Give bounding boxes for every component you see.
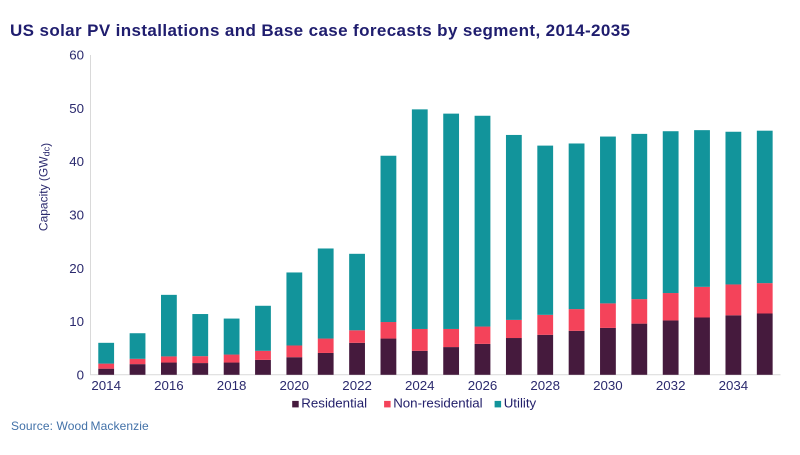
svg-text:40: 40 [69, 154, 84, 169]
svg-text:2020: 2020 [280, 378, 310, 393]
svg-text:2034: 2034 [719, 378, 749, 393]
svg-text:2026: 2026 [468, 378, 498, 393]
svg-text:20: 20 [69, 261, 84, 276]
svg-text:2014: 2014 [91, 378, 121, 393]
svg-text:0: 0 [77, 367, 84, 382]
svg-text:60: 60 [69, 48, 84, 63]
svg-text:50: 50 [69, 101, 84, 116]
svg-text:2030: 2030 [593, 378, 623, 393]
svg-text:2028: 2028 [530, 378, 560, 393]
svg-text:30: 30 [69, 208, 84, 223]
svg-text:2024: 2024 [405, 378, 435, 393]
svg-text:10: 10 [69, 314, 84, 329]
svg-text:Utility: Utility [504, 396, 537, 411]
svg-text:2032: 2032 [656, 378, 686, 393]
svg-text:2022: 2022 [342, 378, 372, 393]
svg-text:2018: 2018 [217, 378, 247, 393]
svg-text:Residential: Residential [301, 396, 367, 411]
svg-text:Capacity (GWdc): Capacity (GWdc) [37, 143, 53, 231]
svg-text:Non-residential: Non-residential [393, 396, 482, 411]
svg-text:2016: 2016 [154, 378, 184, 393]
